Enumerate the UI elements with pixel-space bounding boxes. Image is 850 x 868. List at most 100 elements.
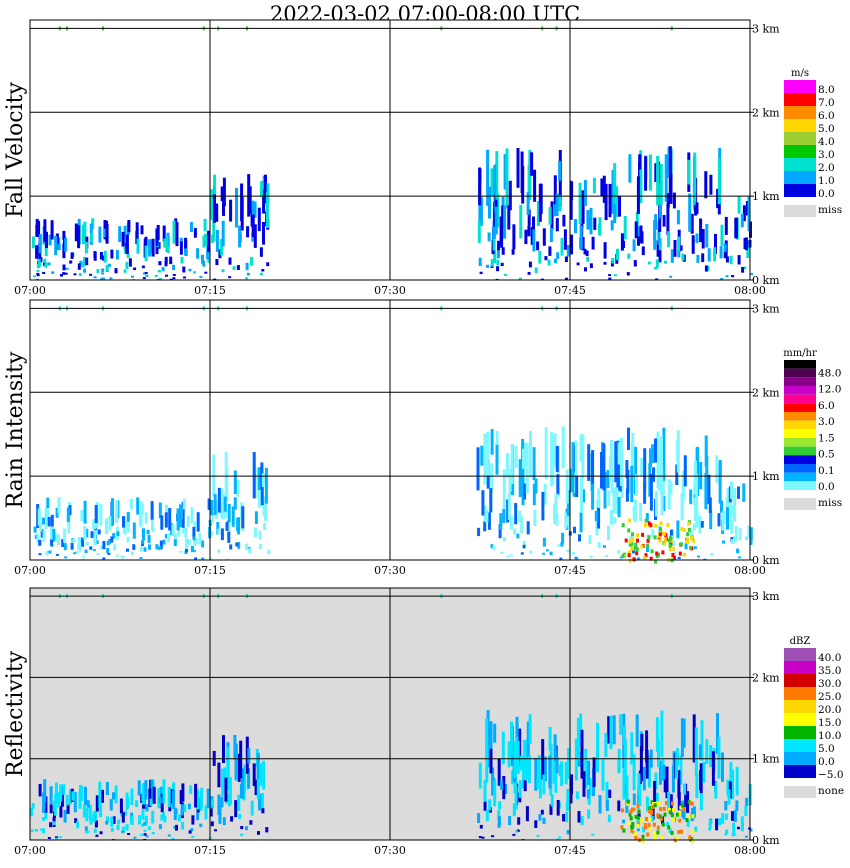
y-axis-label: Rain Intensity bbox=[3, 351, 28, 508]
echo-cell bbox=[222, 735, 225, 763]
echo-cell bbox=[155, 242, 159, 255]
echo-cell bbox=[177, 526, 181, 537]
echo-cell bbox=[636, 176, 640, 215]
echo-cell bbox=[516, 829, 520, 832]
echo-cell bbox=[527, 165, 531, 195]
echo-cell bbox=[151, 238, 155, 257]
echo-cell bbox=[607, 525, 610, 541]
echo-cell bbox=[199, 275, 203, 278]
echo-cell bbox=[184, 548, 188, 553]
echo-cell bbox=[731, 833, 735, 837]
echo-cell bbox=[576, 717, 580, 761]
echo-cell bbox=[620, 233, 624, 251]
echo-cell bbox=[560, 237, 564, 256]
echo-cell bbox=[140, 503, 144, 515]
echo-cell bbox=[668, 828, 672, 833]
echo-core-cell bbox=[655, 551, 659, 556]
echo-cell bbox=[106, 548, 110, 553]
echo-cell bbox=[708, 828, 712, 831]
echo-cell bbox=[503, 205, 507, 239]
echo-cell bbox=[625, 460, 629, 479]
echo-cell bbox=[657, 454, 661, 491]
echo-cell bbox=[46, 509, 50, 525]
echo-core-cell bbox=[649, 523, 653, 528]
echo-cell bbox=[70, 542, 74, 550]
echo-core-cell bbox=[659, 527, 662, 532]
echo-cell bbox=[146, 529, 150, 535]
echo-cell bbox=[31, 803, 35, 809]
echo-cell bbox=[101, 268, 105, 272]
echo-cell bbox=[527, 272, 531, 275]
echo-core-cell bbox=[652, 822, 656, 827]
echo-cell bbox=[525, 443, 529, 494]
echo-core-cell bbox=[671, 808, 675, 813]
echo-cell bbox=[176, 508, 180, 531]
echo-core-cell bbox=[687, 814, 691, 819]
legend-label: −5.0 bbox=[818, 769, 844, 781]
echo-cell bbox=[731, 769, 735, 800]
echo-core-cell bbox=[648, 806, 652, 811]
echo-core-cell bbox=[671, 553, 675, 557]
echo-cell bbox=[488, 186, 491, 219]
echo-cell bbox=[220, 239, 224, 256]
echo-cell bbox=[566, 829, 570, 835]
echo-cell bbox=[575, 475, 579, 498]
echo-cell bbox=[89, 546, 93, 550]
echo-cell bbox=[629, 535, 633, 541]
echo-cell bbox=[49, 786, 53, 809]
echo-cell bbox=[654, 772, 658, 790]
echo-cell bbox=[541, 739, 545, 780]
echo-cell bbox=[677, 792, 681, 811]
echo-cell bbox=[83, 525, 87, 541]
echo-core-cell bbox=[654, 523, 658, 528]
echo-cell bbox=[136, 238, 140, 254]
echo-cell bbox=[681, 253, 685, 261]
echo-cell bbox=[233, 497, 237, 510]
echo-cell bbox=[587, 444, 591, 481]
echo-core-cell bbox=[640, 544, 644, 549]
echo-cell bbox=[194, 557, 198, 560]
echo-cell bbox=[715, 824, 719, 831]
echo-cell bbox=[141, 823, 145, 827]
echo-cell bbox=[519, 204, 523, 239]
echo-cell bbox=[38, 553, 42, 556]
echo-cell bbox=[669, 275, 673, 278]
echo-cell bbox=[735, 217, 738, 239]
echo-cell bbox=[643, 448, 647, 490]
echo-cell bbox=[483, 505, 487, 522]
echo-cell bbox=[181, 821, 185, 830]
echo-cell bbox=[82, 804, 86, 818]
echo-cell bbox=[35, 245, 39, 259]
echo-cell bbox=[724, 801, 728, 811]
echo-cell bbox=[615, 486, 618, 510]
echo-cell bbox=[229, 199, 233, 222]
echo-cell bbox=[631, 542, 635, 550]
echo-cell bbox=[480, 445, 484, 466]
echo-cell bbox=[698, 515, 702, 534]
echo-cell bbox=[184, 237, 188, 249]
echo-cell bbox=[39, 828, 43, 831]
echo-cell bbox=[264, 174, 267, 204]
echo-cell bbox=[650, 815, 654, 822]
echo-cell bbox=[635, 714, 639, 747]
echo-cell bbox=[36, 274, 40, 277]
echo-cell bbox=[581, 434, 585, 479]
echo-cell bbox=[632, 505, 636, 521]
echo-cell bbox=[662, 427, 666, 481]
echo-cell bbox=[637, 236, 640, 246]
echo-cell bbox=[562, 214, 566, 227]
echo-core-cell bbox=[657, 552, 660, 557]
echo-cell bbox=[648, 463, 652, 497]
echo-cell bbox=[50, 514, 54, 527]
echo-cell bbox=[520, 516, 524, 534]
echo-core-cell bbox=[675, 836, 679, 841]
echo-cell bbox=[51, 271, 55, 274]
echo-cell bbox=[549, 743, 553, 762]
echo-cell bbox=[714, 233, 717, 254]
echo-core-cell bbox=[647, 535, 651, 540]
echo-cell bbox=[225, 522, 229, 531]
echo-core-cell bbox=[650, 810, 654, 815]
echo-cell bbox=[523, 483, 527, 500]
echo-cell bbox=[657, 739, 660, 768]
echo-cell bbox=[502, 509, 506, 523]
